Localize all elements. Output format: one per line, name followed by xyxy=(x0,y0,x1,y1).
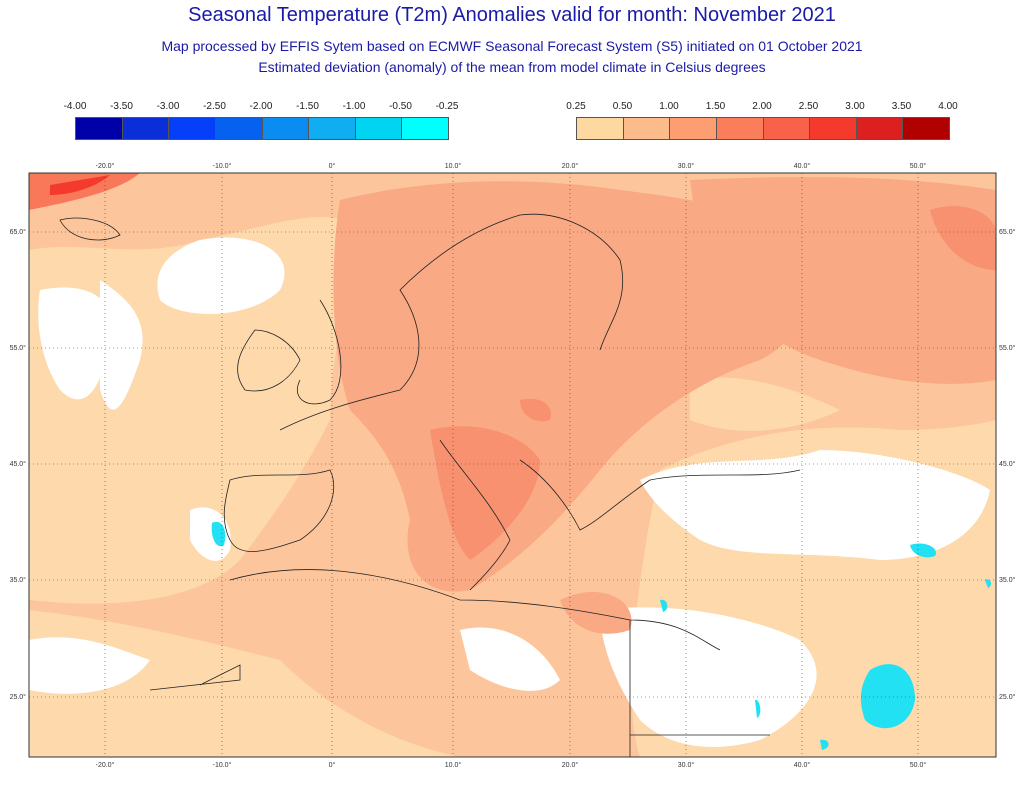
graticule-label: 10.0° xyxy=(445,162,462,170)
subtitle-description: Estimated deviation (anomaly) of the mea… xyxy=(258,59,766,75)
subtitle-source: Map processed by EFFIS Sytem based on EC… xyxy=(161,38,863,54)
graticule-label: 25.0° xyxy=(999,693,1016,701)
graticule-label: 0° xyxy=(329,162,336,170)
legend-label: 3.00 xyxy=(845,101,865,112)
graticule-label: 50.0° xyxy=(910,162,927,170)
graticule-label: 55.0° xyxy=(999,344,1016,352)
graticule-label: 30.0° xyxy=(678,761,695,769)
legend-label: -0.50 xyxy=(389,101,412,112)
legend-swatch xyxy=(215,118,263,139)
legend-swatch xyxy=(402,118,448,139)
high-anomaly-area-greenland xyxy=(29,173,140,210)
legend-swatch xyxy=(763,118,811,139)
graticule-label: 45.0° xyxy=(999,460,1016,468)
graticule-label: 40.0° xyxy=(794,162,811,170)
legend-label: -4.00 xyxy=(63,101,87,112)
legend-label: 0.25 xyxy=(566,101,586,112)
graticule-label: 50.0° xyxy=(910,761,927,769)
legend-label: -2.50 xyxy=(203,101,226,112)
legend-label: -2.00 xyxy=(249,101,273,112)
graticule-label: -10.0° xyxy=(213,162,232,170)
legend-label: 1.00 xyxy=(659,101,679,112)
legend-label: 4.00 xyxy=(938,101,958,112)
legend-swatch xyxy=(309,118,356,139)
graticule-label: -20.0° xyxy=(96,761,115,769)
legend-label: -1.00 xyxy=(342,101,366,112)
legend-swatch xyxy=(856,118,904,139)
legend-label: -1.50 xyxy=(296,101,319,112)
graticule-label: 35.0° xyxy=(999,576,1016,584)
no-anomaly-areas xyxy=(29,237,990,747)
legend-swatch xyxy=(670,118,717,139)
graticule-label: -10.0° xyxy=(213,761,232,769)
graticule-label: 40.0° xyxy=(794,761,811,769)
legend-label: 0.50 xyxy=(612,101,633,112)
graticule-label: 25.0° xyxy=(10,693,27,701)
map-frame xyxy=(28,172,997,758)
legend-label: 2.00 xyxy=(752,101,772,112)
graticule-label: -20.0° xyxy=(96,162,115,170)
legend-positive-colorbar xyxy=(576,117,950,140)
graticule-label: 65.0° xyxy=(999,228,1016,236)
graticule-label: 30.0° xyxy=(678,162,695,170)
negative-anomaly-areas xyxy=(211,521,992,750)
legend-swatch xyxy=(577,118,624,139)
graticule-label: 20.0° xyxy=(562,162,579,170)
legend-swatch xyxy=(355,118,403,139)
graticule xyxy=(29,173,996,757)
legend-swatch xyxy=(623,118,671,139)
legend-label: -3.50 xyxy=(110,101,133,112)
graticule-label: 65.0° xyxy=(10,228,27,236)
graticule-label: 10.0° xyxy=(445,761,462,769)
legend-swatch xyxy=(76,118,123,139)
legend-swatch xyxy=(122,118,170,139)
coastlines-borders xyxy=(59,213,801,757)
graticule-label: 20.0° xyxy=(562,761,579,769)
graticule-label: 0° xyxy=(329,761,336,769)
legend-label: 2.50 xyxy=(798,101,819,112)
anomaly-map: -20.0° -20.0° -10.0° -10.0° 0° 0° 10.0° 10.0° 20… xyxy=(10,162,1016,769)
legend-label: -0.25 xyxy=(435,101,459,112)
legend-swatch xyxy=(169,118,216,139)
legend-negative-colorbar xyxy=(75,117,449,140)
legend-swatch xyxy=(903,118,949,139)
strong-anomaly-areas xyxy=(430,206,996,560)
graticule-label: 45.0° xyxy=(10,460,27,468)
graticule-label: 35.0° xyxy=(10,576,27,584)
legend-swatch xyxy=(810,118,857,139)
legend-swatch xyxy=(716,118,764,139)
legend-swatch xyxy=(262,118,310,139)
legend-label: 3.50 xyxy=(891,101,912,112)
graticule-label: 55.0° xyxy=(10,344,27,352)
legend-label: -3.00 xyxy=(156,101,180,112)
map-title: Seasonal Temperature (T2m) Anomalies val… xyxy=(188,4,836,26)
legend-label: 1.50 xyxy=(705,101,726,112)
